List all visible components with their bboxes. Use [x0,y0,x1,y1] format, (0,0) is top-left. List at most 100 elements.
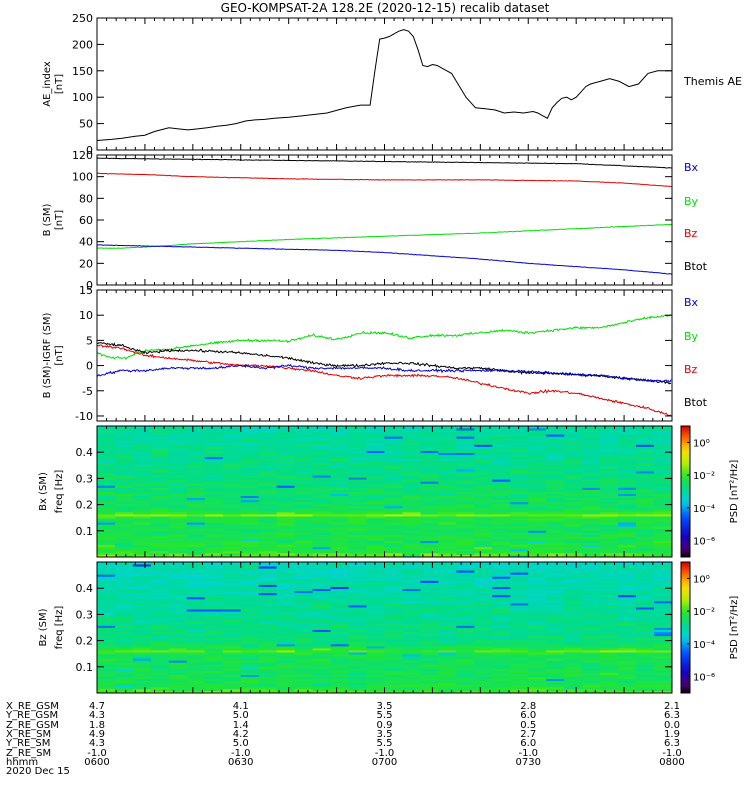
spectrogram-cell [528,643,547,647]
spectrogram-cell [402,623,421,626]
spectrogram-cell [402,550,421,554]
spectrogram-cell [276,586,296,590]
spectrogram-cell [97,627,116,630]
spectrogram-cell [366,475,385,478]
spectrogram-cell [186,609,206,612]
spectrogram-cell [564,473,583,476]
ephemeris-value: 0.5 [520,719,537,731]
spectrogram-cell [474,522,493,525]
spectrogram-cell [546,635,565,639]
spectrogram-cell [186,594,206,598]
spectrogram-cell [150,625,170,628]
spectrogram-cell [97,680,116,684]
spectrogram-cell [456,566,475,569]
spectrogram-cell [132,674,152,678]
spectrogram-cell [510,641,529,645]
spectrogram-cell [204,432,224,435]
spectrogram-cell [240,586,260,590]
spectrogram-cell [330,483,349,486]
spectrogram-cell [366,434,385,437]
spectrogram-cell [564,664,583,667]
figure-title: GEO-KOMPSAT-2A 128.2E (2020-12-15) recal… [221,1,550,15]
y-tick-label: 20 [79,257,93,270]
y-axis-label: freq [Hz] [54,470,65,514]
spectrogram-cell [528,625,547,628]
y-tick-label: 15 [79,284,93,297]
spectrogram-cell [240,471,260,474]
spectrogram-cell [294,466,314,470]
spectrogram-cell [276,428,296,431]
spectrogram-cell [636,664,655,667]
spectrogram-cell [618,582,637,585]
spectrogram-cell [582,656,601,659]
spectrogram-cell [330,530,349,533]
spectrogram-cell [600,686,619,690]
spectrogram-cell [348,538,367,542]
spectrogram-cell [510,426,529,429]
plot-frame [96,289,673,422]
spectrogram-cell [222,656,242,659]
spectrogram-cell [258,574,278,577]
spectrogram-cell [150,637,170,641]
ephemeris-value: 5.0 [232,738,249,750]
spectrogram-cell [474,552,493,556]
spectrogram-cell [186,641,206,645]
spectrogram-cell [132,446,152,449]
spectrogram-cell [294,617,314,620]
spectrogram-cell [186,503,206,507]
spectrogram-cell [366,617,385,620]
spectrogram-cell [366,462,385,466]
spectrogram-cell [600,572,619,575]
spectrogram-cell [366,662,385,665]
spectrogram-cell [240,444,260,447]
spectrogram-cell [474,464,493,468]
spectrogram-cell [97,686,116,690]
spectrogram-cell [582,511,601,515]
spectrogram-cell [510,552,529,556]
y-tick-label: 0.4 [76,446,94,459]
spectrogram-cell [474,660,493,663]
spectrogram-cell [222,499,242,503]
spectrogram-cell [258,643,278,647]
spectrogram-cell [474,526,493,529]
spectrogram-cell [474,524,493,527]
spectrogram-cell [114,633,134,637]
spectrogram-cell [258,609,278,612]
spectrogram-cell [528,627,547,630]
spectrogram-cell [546,499,565,503]
spectrogram-cell [186,684,206,688]
series-line-btot [96,341,672,385]
spectrogram-cell [132,645,152,649]
spectrogram-cell [564,454,583,458]
spectrogram-cell [168,434,188,437]
spectrogram-cell [546,584,565,587]
spectrogram-cell [636,594,655,598]
spectrogram-cell [474,460,493,464]
spectrogram-cell [294,477,314,480]
spectrogram-cell [114,594,134,598]
spectrogram-cell [600,615,619,618]
spectrogram-cell [528,621,547,624]
spectrogram-cell [204,528,224,531]
spectrogram-cell [492,471,511,474]
spectrogram-cell [420,450,439,454]
spectrogram-cell [366,471,385,474]
spectrogram-cell [222,688,242,692]
spectrogram-cell [384,574,403,577]
spectrogram-cell [204,514,224,517]
spectrogram-cell [528,631,547,635]
spectrogram-cell [654,590,673,594]
spectrogram-cell [366,507,385,511]
spectrogram-cell [420,604,439,608]
spectrogram-cell [564,499,583,503]
spectrogram-cell [348,505,367,509]
spectrogram-cell [258,582,278,585]
spectrogram-cell [618,588,637,592]
spectrogram-cell [258,468,278,472]
spectrogram-cell [438,520,457,523]
spectrogram-cell [618,446,637,449]
spectrogram-cell [168,497,188,501]
spectrogram-cell [582,550,601,554]
spectrogram-cell [312,582,331,585]
